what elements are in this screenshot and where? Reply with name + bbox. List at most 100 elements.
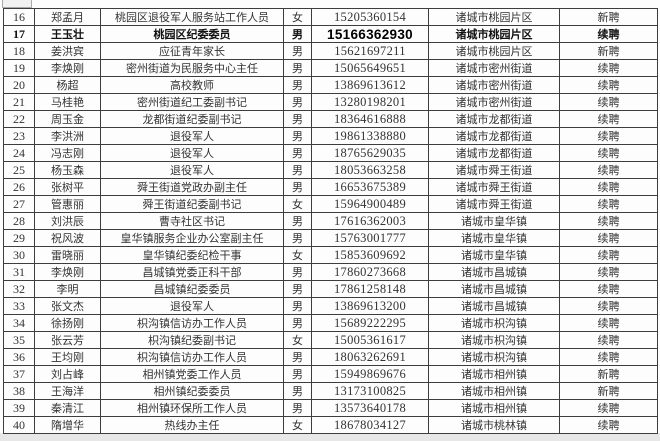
cell-no: 17 [3, 25, 35, 43]
cell-status: 续聘 [559, 76, 658, 94]
table-row: 33 张文杰 退役军人男 13869613200 诸城市昌城镇 续聘 [3, 297, 658, 315]
cell-gender: 男 [283, 144, 312, 162]
cell-no: 40 [3, 416, 35, 434]
cell-district: 诸城市舜王街道 [428, 178, 560, 196]
table-row: 35 张云芳 枳沟镇纪委副书记女 15005361617 诸城市枳沟镇 续聘 [3, 331, 658, 349]
cell-gender: 女 [283, 416, 312, 434]
table-row: 19 李焕刚 密州街道为民服务中心主任男 15065649651 诸城市密州街道 续聘 [3, 59, 658, 77]
cell-phone: 15065649651 [311, 59, 429, 77]
cell-name: 雷晓丽 [34, 246, 101, 264]
cell-status: 续聘 [559, 314, 658, 332]
cell-name: 祝风波 [34, 229, 101, 247]
cell-phone: 15763001777 [311, 229, 429, 247]
cell-phone: 17860273668 [311, 263, 429, 281]
table-row: 23 李洪洲 退役军人男 19861338880 诸城市龙都街道 续聘 [3, 127, 658, 145]
cell-district: 诸城市龙都街道 [428, 127, 560, 145]
cell-district: 诸城市皇华镇 [428, 212, 560, 230]
table-row: 34 徐扬刚 枳沟镇信访办工作人员男 15689222295 诸城市枳沟镇 续聘 [3, 314, 658, 332]
cell-no: 28 [3, 212, 35, 230]
cell-phone: 13280198201 [311, 93, 429, 111]
cell-no: 39 [3, 399, 35, 417]
table-row: 28 刘洪辰 曹寺社区书记男 17616362003 诸城市皇华镇 续聘 [3, 212, 658, 230]
cell-name: 李明 [34, 280, 101, 298]
cell-name: 秦清江 [34, 399, 101, 417]
table-row: 27 管惠丽 舜王街道纪委副书记女 15964900489 诸城市舜王街道 续聘 [3, 195, 658, 213]
cell-no: 29 [3, 229, 35, 247]
cell-status: 续聘 [559, 161, 658, 179]
cell-gender: 男 [283, 399, 312, 417]
cell-title: 相州镇环保所工作人员 [100, 399, 284, 417]
cell-no: 16 [3, 8, 35, 26]
cell-district: 诸城市密州街道 [428, 76, 560, 94]
cell-phone: 15166362930 [311, 25, 429, 43]
cell-title: 舜王街道党政办副主任 [100, 178, 284, 196]
cell-title: 退役军人 [100, 127, 284, 145]
cell-status: 续聘 [559, 212, 658, 230]
cell-gender: 男 [283, 59, 312, 77]
cell-name: 杨玉森 [34, 161, 101, 179]
cell-district: 诸城市皇华镇 [428, 246, 560, 264]
cell-gender: 男 [283, 280, 312, 298]
cell-title: 相州镇党委工作人员 [100, 365, 284, 383]
cell-no: 23 [3, 127, 35, 145]
cell-status: 续聘 [559, 331, 658, 349]
table-row: 22 周玉金 龙都街道纪委副书记男 18364616888 诸城市龙都街道 续聘 [3, 110, 658, 128]
cell-gender: 男 [283, 178, 312, 196]
cell-name: 李焕刚 [34, 263, 101, 281]
cell-name: 刘占峰 [34, 365, 101, 383]
cell-district: 诸城市枳沟镇 [428, 331, 560, 349]
cell-no: 26 [3, 178, 35, 196]
table-row: 31 李焕刚 昌城镇党委正科干部男 17860273668 诸城市昌城镇 续聘 [3, 263, 658, 281]
cell-phone: 17861258148 [311, 280, 429, 298]
cell-phone: 19861338880 [311, 127, 429, 145]
cell-phone: 18765629035 [311, 144, 429, 162]
cell-gender: 男 [283, 212, 312, 230]
cell-district: 诸城市枳沟镇 [428, 348, 560, 366]
cell-name: 郑孟月 [34, 8, 101, 26]
cell-gender: 男 [283, 263, 312, 281]
cell-name: 张树平 [34, 178, 101, 196]
cell-district: 诸城市皇华镇 [428, 229, 560, 247]
cell-name: 王玉壮 [34, 25, 101, 43]
cell-gender: 男 [283, 382, 312, 400]
cell-title: 昌城镇纪委委员 [100, 280, 284, 298]
cell-gender: 男 [283, 110, 312, 128]
cell-gender: 男 [283, 348, 312, 366]
cell-status: 续聘 [559, 263, 658, 281]
cell-name: 管惠丽 [34, 195, 101, 213]
cell-gender: 男 [283, 76, 312, 94]
cell-no: 24 [3, 144, 35, 162]
table-row: 24 冯志刚 退役军人男 18765629035 诸城市龙都街道 续聘 [3, 144, 658, 162]
cell-district: 诸城市桃林镇 [428, 416, 560, 434]
table-row: 36 王均刚 枳沟镇信访办工作人员男 18063262691 诸城市枳沟镇 续聘 [3, 348, 658, 366]
cell-no: 33 [3, 297, 35, 315]
cell-gender: 男 [283, 161, 312, 179]
table-row: 40 隋增华 热线办主任女 18678034127 诸城市桃林镇 续聘 [3, 416, 658, 434]
cell-phone: 18678034127 [311, 416, 429, 434]
cell-district: 诸城市枳沟镇 [428, 314, 560, 332]
cell-title: 舜王街道纪委副书记 [100, 195, 284, 213]
cell-title: 相州镇纪委委员 [100, 382, 284, 400]
cell-status: 续聘 [559, 348, 658, 366]
cell-no: 22 [3, 110, 35, 128]
cell-title: 皇华镇纪委纪检干事 [100, 246, 284, 264]
cell-title: 退役军人 [100, 161, 284, 179]
cell-phone: 15005361617 [311, 331, 429, 349]
cell-status: 续聘 [559, 280, 658, 298]
cell-phone: 13173100825 [311, 382, 429, 400]
cell-name: 姜洪宾 [34, 42, 101, 60]
cell-title: 昌城镇党委正科干部 [100, 263, 284, 281]
cell-gender: 男 [283, 127, 312, 145]
cell-no: 18 [3, 42, 35, 60]
cell-status: 续聘 [559, 195, 658, 213]
cell-name: 徐扬刚 [34, 314, 101, 332]
cell-district: 诸城市桃园片区 [428, 8, 560, 26]
table-row: 29 祝风波 皇华镇服务企业办公室副主任男 15763001777 诸城市皇华镇 续聘 [3, 229, 658, 247]
table-row: 37 刘占峰 相州镇党委工作人员男 15949869676 诸城市相州镇 新聘 [3, 365, 658, 383]
table-row: 25 杨玉森 退役军人男 18053663258 诸城市舜王街道 续聘 [3, 161, 658, 179]
cell-name: 刘洪辰 [34, 212, 101, 230]
cell-phone: 13573640178 [311, 399, 429, 417]
table-row: 38 王海洋 相州镇纪委委员男 13173100825 诸城市相州镇 新聘 [3, 382, 658, 400]
cell-district: 诸城市密州街道 [428, 93, 560, 111]
